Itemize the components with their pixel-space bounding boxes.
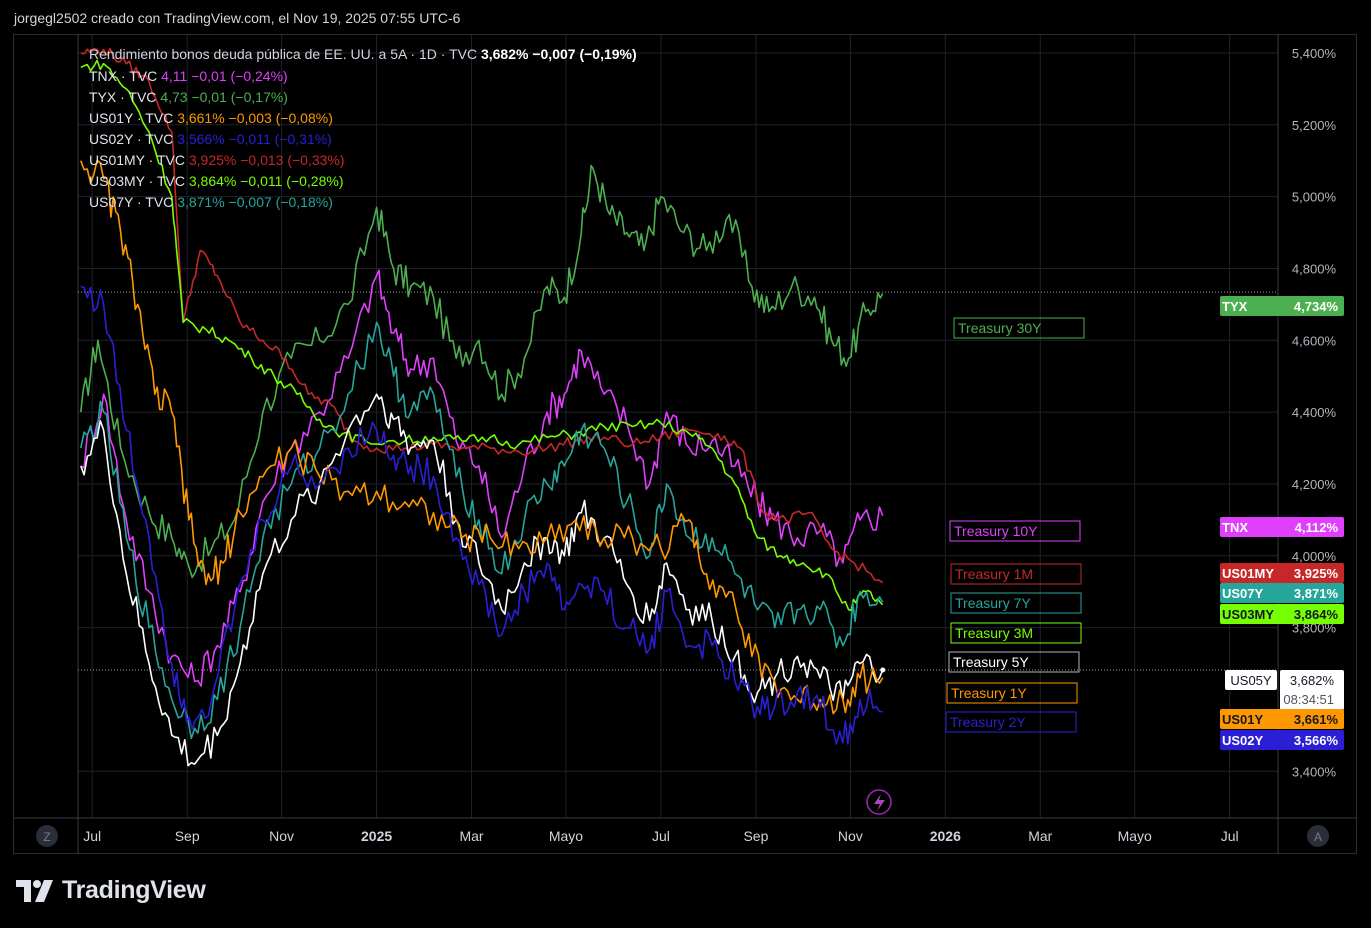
inline-label-box <box>950 592 1082 614</box>
badge-symbol-text: US01Y <box>1222 712 1264 727</box>
x-tick-label: Mayo <box>1118 828 1152 844</box>
legend-item-us01y[interactable]: US01Y · TVC 3,661% −0,003 (−0,08%) <box>89 110 333 126</box>
badge-value-text: 3,871% <box>1294 586 1339 601</box>
badge-tnx <box>1220 517 1344 537</box>
y-tick-label: 5,000% <box>1292 190 1337 205</box>
inline-label-box <box>950 622 1082 644</box>
y-tick-label: 3,400% <box>1292 764 1337 779</box>
y-tick-label: 4,200% <box>1292 477 1337 492</box>
inline-label-box <box>946 682 1078 704</box>
badge-tyx <box>1220 296 1344 316</box>
badge-value-text: 3,566% <box>1294 733 1339 748</box>
badge-symbol-text: TYX <box>1222 299 1248 314</box>
badge-symbol-text: US07Y <box>1222 586 1264 601</box>
time-axis-left-button-label: Z <box>43 830 50 844</box>
inline-label-tyx: Treasury 30Y <box>958 320 1042 336</box>
badge-value-text: 3,925% <box>1294 566 1339 581</box>
lightning-icon[interactable] <box>866 789 892 815</box>
x-tick-label: Mar <box>1028 828 1052 844</box>
legend-item-us03my[interactable]: US03MY · TVC 3,864% −0,011 (−0,28%) <box>89 173 344 189</box>
badge-us07y <box>1220 583 1344 603</box>
badge-us02y <box>1220 730 1344 750</box>
badge-symbol-text: US03MY <box>1222 607 1274 622</box>
badge-symbol-us05y <box>1225 670 1277 690</box>
badge-value-text: 3,682% <box>1290 673 1335 688</box>
x-tick-label: Jul <box>652 828 670 844</box>
y-tick-label: 5,400% <box>1292 46 1337 61</box>
time-axis-right-button[interactable] <box>1307 825 1329 847</box>
inline-label-us02y: Treasury 2Y <box>950 714 1026 730</box>
badge-symbol-text: US05Y <box>1230 673 1272 688</box>
legend-item-tnx[interactable]: TNX · TVC 4,11 −0,01 (−0,24%) <box>89 68 288 84</box>
inline-label-box <box>948 651 1080 673</box>
series-line-tnx <box>80 269 884 687</box>
series-line-us01y <box>80 159 884 715</box>
legend-item-us02y[interactable]: US02Y · TVC 3,566% −0,011 (−0,31%) <box>89 131 332 147</box>
series-line-us03my <box>80 59 884 612</box>
x-tick-label: Nov <box>269 828 294 844</box>
series-line-us07y <box>80 321 884 740</box>
badge-symbol-text: TNX <box>1222 520 1248 535</box>
badge-value-text: 4,112% <box>1295 520 1339 535</box>
inline-label-box <box>949 520 1081 542</box>
inline-label-us05y: Treasury 5Y <box>953 654 1029 670</box>
time-axis-left-button[interactable] <box>36 825 58 847</box>
badge-us01y <box>1220 709 1344 729</box>
inline-label-us01my: Treasury 1M <box>955 566 1033 582</box>
series-line-us02y <box>80 285 883 745</box>
brand-name: TradingView <box>62 876 206 904</box>
series-line-us05y <box>80 393 884 767</box>
chart-header: jorgegl2502 creado con TradingView.com, … <box>14 10 461 26</box>
tradingview-logo-icon <box>16 879 53 902</box>
badge-value-text: 3,661% <box>1294 712 1339 727</box>
x-tick-label: 2026 <box>930 828 961 844</box>
legend-item-tyx[interactable]: TYX · TVC 4,73 −0,01 (−0,17%) <box>89 89 288 105</box>
inline-label-us07y: Treasury 7Y <box>955 595 1031 611</box>
badge-value-text: 4,734% <box>1294 299 1339 314</box>
time-axis-right-button-label: A <box>1314 830 1322 844</box>
tradingview-logo[interactable]: TradingView <box>16 876 206 905</box>
inline-label-tnx: Treasury 10Y <box>954 523 1038 539</box>
x-tick-label: Sep <box>175 828 200 844</box>
inline-label-us01y: Treasury 1Y <box>951 685 1027 701</box>
badge-us03my <box>1220 604 1344 624</box>
chart-frame: 3,400% 3,800% 4,000% 4,200% 4,400% 4,600% 4,80… <box>13 34 1357 854</box>
chart-title: Rendimiento bonos deuda pública de EE. U… <box>89 46 637 62</box>
badge-symbol-text: US02Y <box>1222 733 1264 748</box>
y-tick-label: 4,600% <box>1292 333 1337 348</box>
y-tick-label: 4,000% <box>1292 549 1337 564</box>
y-tick-label: 3,800% <box>1292 621 1337 636</box>
x-tick-label: 2025 <box>361 828 392 844</box>
x-tick-label: Nov <box>838 828 863 844</box>
badge-symbol-text: US01MY <box>1222 566 1274 581</box>
x-tick-label: Jul <box>1221 828 1239 844</box>
series-line-us01my <box>80 47 884 584</box>
last-point-marker <box>880 667 886 673</box>
badge-time-text: 08:34:51 <box>1283 692 1334 707</box>
badge-us01my <box>1220 563 1344 583</box>
legend-item-us01my[interactable]: US01MY · TVC 3,925% −0,013 (−0,33%) <box>89 152 345 168</box>
y-tick-label: 4,400% <box>1292 405 1337 420</box>
y-tick-label: 4,800% <box>1292 261 1337 276</box>
legend-item-us07y[interactable]: US07Y · TVC 3,871% −0,007 (−0,18%) <box>89 194 333 210</box>
inline-label-us03my: Treasury 3M <box>955 625 1033 641</box>
inline-label-box <box>950 563 1082 585</box>
x-tick-label: Sep <box>743 828 768 844</box>
inline-label-box <box>945 711 1077 733</box>
x-tick-label: Mar <box>459 828 483 844</box>
badge-value-us05y <box>1280 670 1344 710</box>
y-tick-label: 5,200% <box>1292 118 1337 133</box>
badge-value-text: 3,864% <box>1294 607 1339 622</box>
series-line-tyx <box>80 164 884 579</box>
lightning-icon-glyph <box>874 794 885 811</box>
x-tick-label: Jul <box>83 828 101 844</box>
chart-svg[interactable]: 3,400% 3,800% 4,000% 4,200% 4,400% 4,600% 4,80… <box>14 35 1356 853</box>
x-tick-label: Mayo <box>549 828 583 844</box>
inline-label-box <box>953 317 1085 339</box>
